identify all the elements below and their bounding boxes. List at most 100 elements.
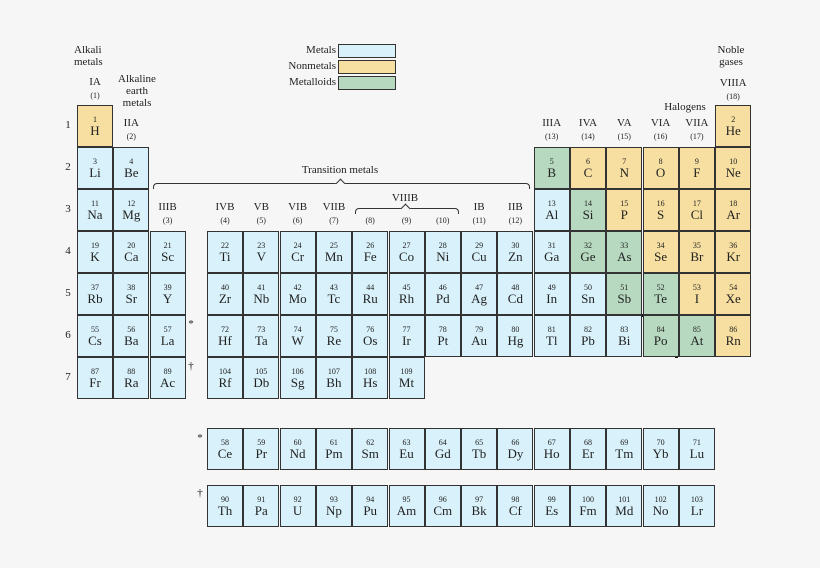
element-Tc[interactable]: 43 Tc: [315, 273, 352, 315]
element-Sg[interactable]: 106 Sg: [279, 357, 316, 399]
element-P[interactable]: 15 P: [606, 189, 643, 231]
element-Fm[interactable]: 100 Fm: [570, 485, 606, 527]
element-Db[interactable]: 105 Db: [243, 357, 280, 399]
element-Ar[interactable]: 18 Ar: [715, 189, 752, 231]
element-Br[interactable]: 35 Br: [678, 231, 715, 273]
element-V[interactable]: 23 V: [243, 231, 280, 273]
element-Lu[interactable]: 71 Lu: [678, 428, 715, 470]
element-He[interactable]: 2 He: [715, 105, 752, 147]
element-Pu[interactable]: 94 Pu: [352, 485, 389, 527]
element-Ta[interactable]: 73 Ta: [243, 315, 280, 357]
element-Gd[interactable]: 64 Gd: [424, 428, 461, 470]
element-Kr[interactable]: 36 Kr: [715, 231, 752, 273]
element-Hg[interactable]: 80 Hg: [497, 315, 534, 357]
element-Ir[interactable]: 77 Ir: [388, 315, 425, 357]
element-No[interactable]: 102 No: [642, 485, 679, 527]
element-Y[interactable]: 39 Y: [149, 273, 186, 315]
element-Fe[interactable]: 26 Fe: [352, 231, 389, 273]
element-Zn[interactable]: 30 Zn: [497, 231, 534, 273]
element-Eu[interactable]: 63 Eu: [388, 428, 425, 470]
element-Se[interactable]: 34 Se: [642, 231, 679, 273]
element-Ag[interactable]: 47 Ag: [461, 273, 498, 315]
element-Sn[interactable]: 50 Sn: [570, 273, 606, 315]
element-Rh[interactable]: 45 Rh: [388, 273, 425, 315]
element-W[interactable]: 74 W: [279, 315, 316, 357]
element-In[interactable]: 49 In: [533, 273, 570, 315]
element-U[interactable]: 92 U: [279, 485, 316, 527]
element-Bi[interactable]: 83 Bi: [606, 315, 643, 357]
element-Hs[interactable]: 108 Hs: [352, 357, 389, 399]
element-Cm[interactable]: 96 Cm: [424, 485, 461, 527]
element-K[interactable]: 19 K: [77, 231, 113, 273]
element-Li[interactable]: 3 Li: [77, 147, 113, 189]
element-Yb[interactable]: 70 Yb: [642, 428, 679, 470]
element-Sc[interactable]: 21 Sc: [149, 231, 186, 273]
element-Er[interactable]: 68 Er: [570, 428, 606, 470]
element-Mg[interactable]: 12 Mg: [113, 189, 150, 231]
element-Pr[interactable]: 59 Pr: [243, 428, 280, 470]
element-Be[interactable]: 4 Be: [113, 147, 150, 189]
element-Mo[interactable]: 42 Mo: [279, 273, 316, 315]
element-Pm[interactable]: 61 Pm: [315, 428, 352, 470]
element-Ce[interactable]: 58 Ce: [207, 428, 243, 470]
element-Ga[interactable]: 31 Ga: [533, 231, 570, 273]
element-Hf[interactable]: 72 Hf: [207, 315, 243, 357]
element-Cr[interactable]: 24 Cr: [279, 231, 316, 273]
element-Tm[interactable]: 69 Tm: [606, 428, 643, 470]
element-Am[interactable]: 95 Am: [388, 485, 425, 527]
element-Ac[interactable]: 89 Ac: [149, 357, 186, 399]
element-Rf[interactable]: 104 Rf: [207, 357, 243, 399]
element-Pa[interactable]: 91 Pa: [243, 485, 280, 527]
element-Bk[interactable]: 97 Bk: [461, 485, 498, 527]
element-Md[interactable]: 101 Md: [606, 485, 643, 527]
element-Ne[interactable]: 10 Ne: [715, 147, 752, 189]
element-I[interactable]: 53 I: [678, 273, 715, 315]
element-Ca[interactable]: 20 Ca: [113, 231, 150, 273]
element-Np[interactable]: 93 Np: [315, 485, 352, 527]
element-At[interactable]: 85 At: [678, 315, 715, 357]
element-Re[interactable]: 75 Re: [315, 315, 352, 357]
element-Ti[interactable]: 22 Ti: [207, 231, 243, 273]
element-Lr[interactable]: 103 Lr: [678, 485, 715, 527]
element-Sm[interactable]: 62 Sm: [352, 428, 389, 470]
element-Mt[interactable]: 109 Mt: [388, 357, 425, 399]
element-Pb[interactable]: 82 Pb: [570, 315, 606, 357]
element-Ba[interactable]: 56 Ba: [113, 315, 150, 357]
element-Sr[interactable]: 38 Sr: [113, 273, 150, 315]
element-Fr[interactable]: 87 Fr: [77, 357, 113, 399]
element-Te[interactable]: 52 Te: [642, 273, 679, 315]
element-Cd[interactable]: 48 Cd: [497, 273, 534, 315]
element-Pt[interactable]: 78 Pt: [424, 315, 461, 357]
element-Nb[interactable]: 41 Nb: [243, 273, 280, 315]
element-La[interactable]: 57 La: [149, 315, 186, 357]
element-Cu[interactable]: 29 Cu: [461, 231, 498, 273]
element-Ru[interactable]: 44 Ru: [352, 273, 389, 315]
element-Th[interactable]: 90 Th: [207, 485, 243, 527]
element-Co[interactable]: 27 Co: [388, 231, 425, 273]
element-Rn[interactable]: 86 Rn: [715, 315, 752, 357]
element-Zr[interactable]: 40 Zr: [207, 273, 243, 315]
element-Nd[interactable]: 60 Nd: [279, 428, 316, 470]
element-Ge[interactable]: 32 Ge: [570, 231, 606, 273]
element-Po[interactable]: 84 Po: [642, 315, 679, 357]
element-S[interactable]: 16 S: [642, 189, 679, 231]
element-Bh[interactable]: 107 Bh: [315, 357, 352, 399]
element-Cl[interactable]: 17 Cl: [678, 189, 715, 231]
element-Mn[interactable]: 25 Mn: [315, 231, 352, 273]
element-Dy[interactable]: 66 Dy: [497, 428, 534, 470]
element-Ra[interactable]: 88 Ra: [113, 357, 150, 399]
element-Tl[interactable]: 81 Tl: [533, 315, 570, 357]
element-Al[interactable]: 13 Al: [533, 189, 570, 231]
element-Ho[interactable]: 67 Ho: [533, 428, 570, 470]
element-Cs[interactable]: 55 Cs: [77, 315, 113, 357]
element-Si[interactable]: 14 Si: [570, 189, 606, 231]
element-Ni[interactable]: 28 Ni: [424, 231, 461, 273]
element-Tb[interactable]: 65 Tb: [461, 428, 498, 470]
element-Rb[interactable]: 37 Rb: [77, 273, 113, 315]
element-As[interactable]: 33 As: [606, 231, 643, 273]
